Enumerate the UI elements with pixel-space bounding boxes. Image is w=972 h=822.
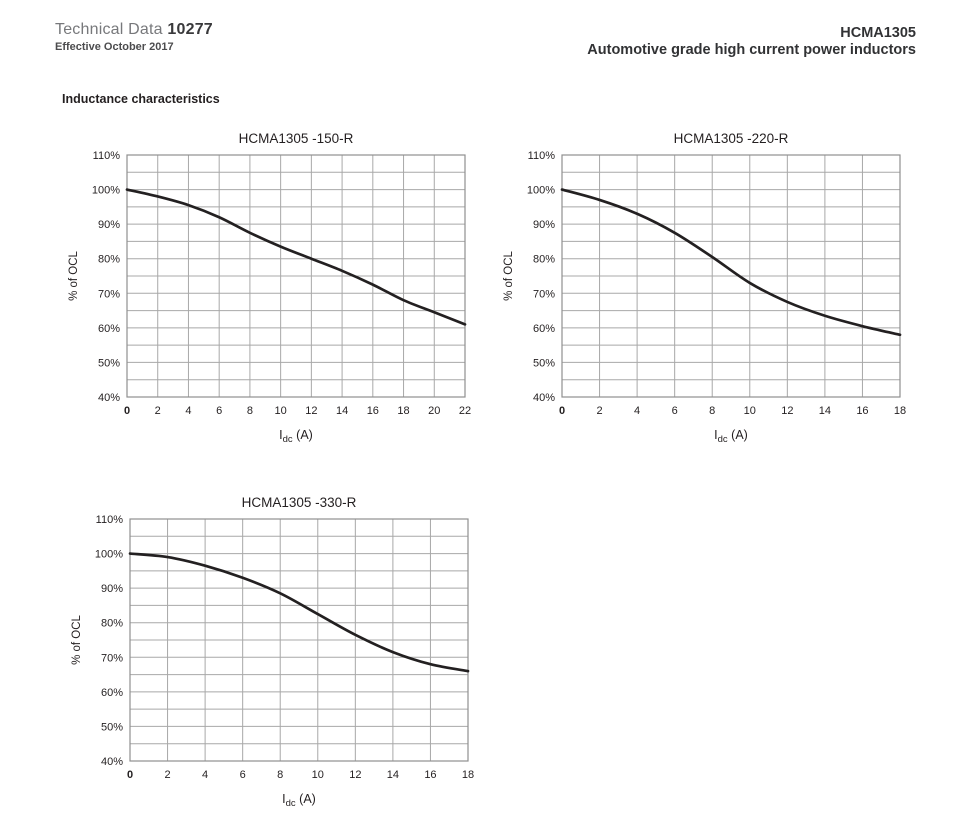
data-curve xyxy=(560,188,902,337)
y-axis-label: % of OCL xyxy=(71,614,83,664)
doc-number: 10277 xyxy=(167,21,213,38)
x-tick-label: 8 xyxy=(709,405,715,417)
x-tick-label: 12 xyxy=(781,405,793,417)
x-tick-label: 18 xyxy=(894,405,906,417)
y-tick-label: 100% xyxy=(527,185,555,197)
y-tick-label: 110% xyxy=(93,150,121,162)
x-tick-label: 6 xyxy=(672,405,678,417)
y-tick-label: 80% xyxy=(98,254,120,266)
x-tick-label: 12 xyxy=(349,769,361,781)
x-tick-label: 8 xyxy=(247,405,253,417)
y-tick-label: 40% xyxy=(101,756,123,768)
chart-title: HCMA1305 -330-R xyxy=(242,495,357,510)
grid xyxy=(561,154,901,398)
x-axis-tick-labels: 0 2 4 6 8 10 12 14 16 18 xyxy=(127,769,474,781)
x-tick-label: 0 xyxy=(127,769,133,781)
y-tick-label: 50% xyxy=(101,721,123,733)
chart-title: HCMA1305 -220-R xyxy=(674,131,789,146)
doc-type-label: Technical Data xyxy=(55,21,163,38)
x-tick-label: 18 xyxy=(397,405,409,417)
x-tick-label: 14 xyxy=(336,405,348,417)
chart-title: HCMA1305 -150-R xyxy=(239,131,354,146)
x-tick-label: 16 xyxy=(367,405,379,417)
y-tick-label: 70% xyxy=(101,652,123,664)
data-curve xyxy=(128,552,470,673)
x-tick-label: 22 xyxy=(459,405,471,417)
doc-title: Technical Data 10277 xyxy=(55,21,213,39)
x-axis-tick-labels: 0 2 4 6 8 10 12 14 16 18 20 22 xyxy=(124,405,471,417)
x-tick-label: 2 xyxy=(164,769,170,781)
y-tick-label: 70% xyxy=(533,288,555,300)
y-tick-label: 80% xyxy=(533,254,555,266)
y-tick-label: 50% xyxy=(98,357,120,369)
x-tick-label: 0 xyxy=(124,405,130,417)
y-tick-label: 60% xyxy=(533,323,555,335)
header-right: HCMA1305 Automotive grade high current p… xyxy=(587,25,916,60)
y-tick-label: 100% xyxy=(92,185,120,197)
x-tick-label: 0 xyxy=(559,405,565,417)
x-tick-label: 4 xyxy=(634,405,640,417)
x-tick-label: 16 xyxy=(424,769,436,781)
y-tick-label: 90% xyxy=(533,219,555,231)
data-curve xyxy=(125,188,467,326)
x-tick-label: 14 xyxy=(819,405,831,417)
effective-date: Effective October 2017 xyxy=(55,41,174,53)
y-tick-label: 100% xyxy=(95,549,123,561)
y-tick-label: 50% xyxy=(533,357,555,369)
y-axis-tick-labels: 110% 100% 90% 80% 70% 60% 50% 40% xyxy=(92,150,120,404)
x-axis-tick-labels: 0 2 4 6 8 10 12 14 16 18 xyxy=(559,405,906,417)
y-tick-label: 110% xyxy=(528,150,556,162)
plot-border xyxy=(561,154,901,398)
x-tick-label: 6 xyxy=(240,769,246,781)
chart-hcma1305-330-r: HCMA1305 -330-R 110% 100% 90% 80% 70% 60% 50% 40… xyxy=(58,485,494,817)
x-tick-label: 10 xyxy=(275,405,287,417)
chart-svg: HCMA1305 -150-R110%100%90%80%70%60%50%40… xyxy=(68,131,471,445)
x-tick-label: 20 xyxy=(428,405,440,417)
x-tick-label: 18 xyxy=(462,769,474,781)
x-tick-label: 2 xyxy=(155,405,161,417)
part-number: HCMA1305 xyxy=(840,25,916,41)
x-axis-label: Idc (A) xyxy=(279,428,313,445)
x-tick-label: 10 xyxy=(312,769,324,781)
y-axis-label: % of OCL xyxy=(68,250,80,300)
y-tick-label: 90% xyxy=(98,219,120,231)
y-tick-label: 60% xyxy=(98,323,120,335)
x-tick-label: 16 xyxy=(856,405,868,417)
y-tick-label: 80% xyxy=(101,618,123,630)
plot-border xyxy=(129,518,469,762)
x-tick-label: 8 xyxy=(277,769,283,781)
y-tick-label: 70% xyxy=(98,288,120,300)
y-tick-label: 110% xyxy=(96,514,124,526)
grid xyxy=(129,518,469,762)
y-tick-label: 40% xyxy=(98,392,120,404)
chart-hcma1305-220-r: HCMA1305 -220-R 110% 100% 90% 80% 70% 60% 50% 40… xyxy=(490,121,926,453)
x-tick-label: 12 xyxy=(305,405,317,417)
y-axis-tick-labels: 110% 100% 90% 80% 70% 60% 50% 40% xyxy=(95,514,123,768)
y-tick-label: 60% xyxy=(101,687,123,699)
chart-hcma1305-150-r: HCMA1305 -150-R 110% 100% 90% 80% 70% 60% 50% 40… xyxy=(55,121,491,453)
chart-svg: HCMA1305 -330-R110%100%90%80%70%60%50%40… xyxy=(71,495,474,809)
y-tick-label: 40% xyxy=(533,392,555,404)
x-axis-label: Idc (A) xyxy=(714,428,748,445)
x-axis-label: Idc (A) xyxy=(282,792,316,809)
y-axis-tick-labels: 110% 100% 90% 80% 70% 60% 50% 40% xyxy=(527,150,555,404)
section-title: Inductance characteristics xyxy=(62,92,220,106)
chart-svg: HCMA1305 -220-R110%100%90%80%70%60%50%40… xyxy=(503,131,906,445)
plot-border xyxy=(126,154,466,398)
x-tick-label: 14 xyxy=(387,769,399,781)
x-tick-label: 6 xyxy=(216,405,222,417)
y-axis-label: % of OCL xyxy=(503,250,515,300)
grid xyxy=(126,154,466,398)
x-tick-label: 4 xyxy=(202,769,208,781)
y-tick-label: 90% xyxy=(101,583,123,595)
header-left: Technical Data 10277 Effective October 2… xyxy=(55,21,213,53)
product-line: Automotive grade high current power indu… xyxy=(587,42,916,59)
x-tick-label: 10 xyxy=(744,405,756,417)
x-tick-label: 4 xyxy=(185,405,191,417)
x-tick-label: 2 xyxy=(596,405,602,417)
